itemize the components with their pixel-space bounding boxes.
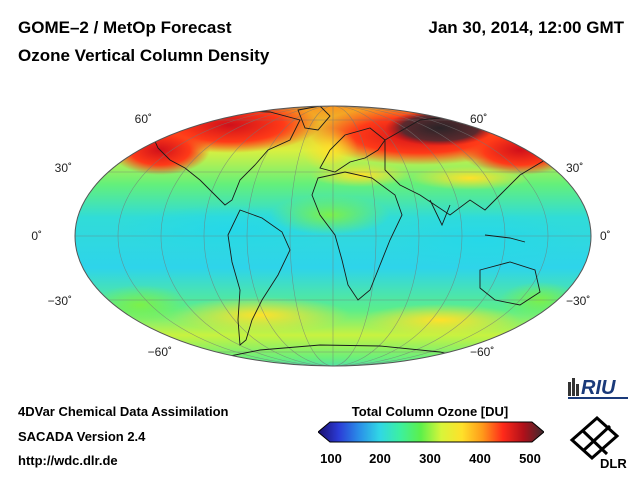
map-title: GOME–2 / MetOp Forecast: [18, 18, 232, 37]
riu-logo-text: RIU: [581, 377, 616, 399]
lat-label-right-0: 0˚: [600, 229, 611, 243]
colorbar-tick-200: 200: [369, 451, 391, 466]
lat-label-right-minus30: −30˚: [566, 294, 590, 308]
lat-label-right-minus60: −60˚: [470, 345, 494, 359]
lat-label-left-60: 60˚: [135, 112, 152, 126]
colorbar-title: Total Column Ozone [DU]: [351, 404, 509, 419]
riu-logo: RIU: [568, 377, 628, 399]
footer-url: http://wdc.dlr.de: [18, 453, 118, 468]
map-subtitle: Ozone Vertical Column Density: [18, 46, 270, 65]
forecast-datetime: Jan 30, 2014, 12:00 GMT: [428, 18, 624, 37]
lat-label-left-30: 30˚: [55, 161, 72, 175]
colorbar: [318, 421, 544, 443]
footer-method: 4DVar Chemical Data Assimilation: [18, 404, 229, 419]
colorbar-tick-100: 100: [320, 451, 342, 466]
ozone-map: 60˚ 30˚ 0˚ −30˚ −60˚ 60˚ 30˚ 0˚ −30˚ −60…: [31, 105, 611, 367]
lat-label-right-60: 60˚: [470, 112, 487, 126]
colorbar-tick-400: 400: [469, 451, 491, 466]
lat-label-left-minus60: −60˚: [148, 345, 172, 359]
footer-version: SACADA Version 2.4: [18, 429, 146, 444]
colorbar-tick-300: 300: [419, 451, 441, 466]
lat-label-left-0: 0˚: [31, 229, 42, 243]
dlr-logo-text: DLR: [600, 456, 627, 471]
colorbar-tick-500: 500: [519, 451, 541, 466]
lat-label-left-minus30: −30˚: [48, 294, 72, 308]
lat-label-right-30: 30˚: [566, 161, 583, 175]
dlr-logo: DLR: [569, 415, 627, 471]
